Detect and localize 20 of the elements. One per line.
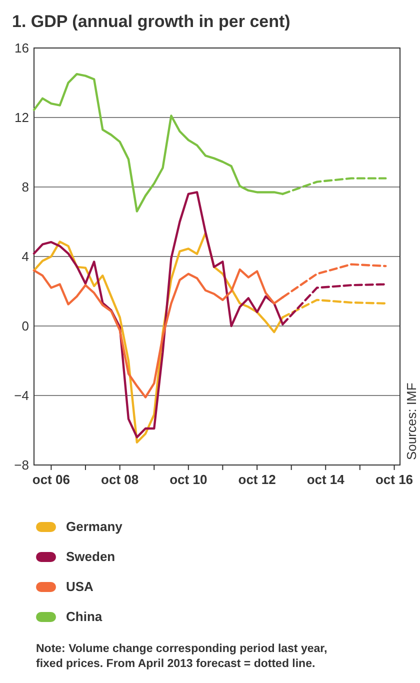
text: Note: Volume change corresponding period last year, fixed prices. From April 2013 forecast = dotted line. (36, 643, 328, 670)
y-tick-label: −4 (14, 388, 29, 404)
y-tick-label: 0 (22, 318, 29, 334)
x-tick-label: oct 08 (101, 472, 139, 487)
y-tick-label: 8 (22, 180, 29, 195)
x-tick-label: oct 14 (306, 472, 346, 487)
chart-title: 1. GDP (annual growth in per cent) (12, 12, 290, 31)
legend-label: Sweden (66, 549, 116, 564)
y-tick-label: 12 (14, 110, 29, 126)
y-tick-label: 16 (14, 40, 29, 56)
legend-label: China (66, 609, 103, 624)
y-tick-label: −8 (14, 458, 29, 473)
legend-label: Germany (66, 519, 124, 534)
legend-label: USA (66, 579, 94, 594)
x-tick-label: oct 10 (170, 472, 208, 487)
x-tick-label: oct 12 (238, 472, 276, 487)
y-tick-label: 4 (22, 249, 29, 264)
source-note: Sources: IMF (404, 382, 419, 460)
x-tick-label: oct 16 (375, 472, 414, 487)
x-tick-label: oct 06 (32, 472, 70, 487)
